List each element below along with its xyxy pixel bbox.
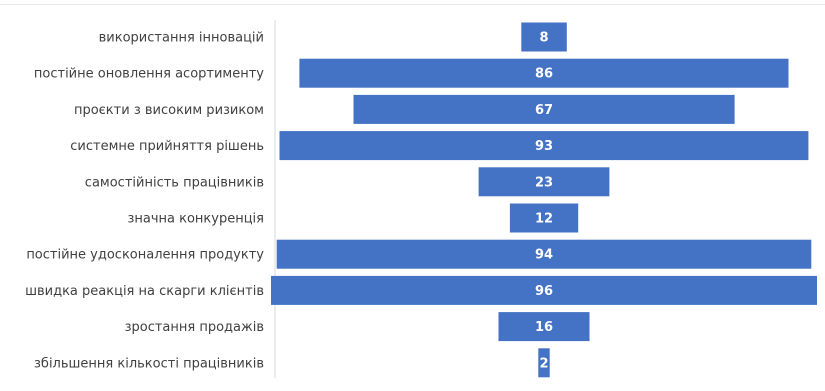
value-label-9: 16	[535, 320, 553, 335]
bar-2	[299, 58, 789, 88]
category-label-6: значна конкуренція	[127, 212, 264, 227]
bar-8	[271, 275, 817, 305]
bar-1	[521, 22, 567, 52]
bar-5	[478, 167, 610, 197]
bar-4	[279, 131, 809, 161]
category-label-10: збільшення кількості працівників	[34, 356, 264, 371]
category-label-2: постійне оновлення асортименту	[34, 67, 264, 82]
category-label-5: самостійність працівників	[85, 175, 264, 190]
value-label-5: 23	[535, 175, 553, 190]
bar-7	[276, 239, 812, 269]
value-label-8: 96	[535, 284, 553, 299]
category-label-4: системне прийняття рішень	[70, 139, 264, 154]
bar-10	[538, 348, 550, 378]
value-label-3: 67	[535, 103, 553, 118]
category-labels: використання інновацій постійне оновлення…	[25, 31, 264, 372]
category-label-8: швидка реакція на скарги клієнтів	[25, 284, 264, 299]
category-label-9: зростання продажів	[125, 320, 264, 335]
category-label-1: використання інновацій	[99, 31, 264, 46]
value-label-2: 86	[535, 67, 553, 82]
bar-3	[353, 94, 735, 124]
value-label-6: 12	[535, 212, 553, 227]
top-border-strip	[0, 0, 825, 5]
value-label-7: 94	[535, 248, 553, 263]
value-label-4: 93	[535, 139, 553, 154]
bar-6	[509, 203, 579, 233]
bars	[271, 22, 817, 378]
bar-9	[498, 312, 590, 342]
value-label-1: 8	[539, 31, 548, 46]
category-label-7: постійне удосконалення продукту	[26, 248, 264, 263]
value-labels: 8 86 67 93 23 12 94 96 16 2	[535, 31, 553, 372]
category-label-3: проєкти з високим ризиком	[74, 103, 264, 118]
value-label-10: 2	[539, 356, 548, 371]
